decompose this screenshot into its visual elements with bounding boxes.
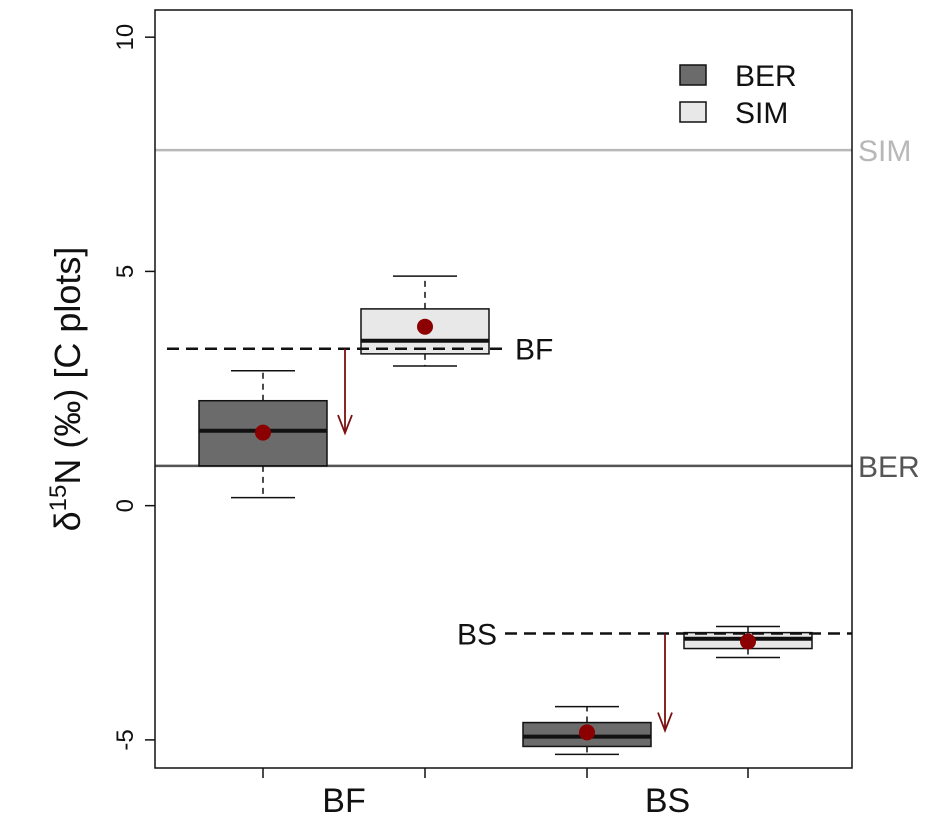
box (198, 369, 328, 499)
reference-label: SIM (858, 135, 911, 168)
mean (255, 424, 271, 441)
y-label-sup: 15 (45, 485, 72, 512)
y-tick-label: 10 (112, 24, 139, 51)
x-tick-label: BS (645, 782, 690, 820)
arrow-head (657, 712, 673, 734)
reference-label: BER (858, 451, 920, 484)
mean (579, 724, 595, 741)
legend-swatch (679, 101, 707, 123)
y-label-main: N (‰) [C plots] (47, 247, 88, 485)
comparison-label: BF (515, 334, 553, 367)
mean (740, 633, 756, 650)
legend-label: BER (735, 60, 797, 93)
y-tick-label: -5 (112, 729, 139, 750)
mean (417, 318, 433, 335)
plot-frame (154, 9, 853, 769)
box (522, 705, 652, 756)
legend-swatch (679, 64, 707, 86)
legend-label: SIM (735, 97, 788, 130)
y-label-prefix: δ (47, 511, 88, 531)
y-tick-label: 5 (112, 265, 139, 278)
x-tick-label: BF (322, 782, 365, 820)
y-tick-label: 0 (112, 499, 139, 512)
comparison-label: BS (457, 619, 497, 652)
box (683, 625, 813, 659)
arrow-head (337, 414, 353, 436)
y-axis-label: δ15N (‰) [C plots] (45, 247, 88, 532)
box (360, 275, 490, 367)
